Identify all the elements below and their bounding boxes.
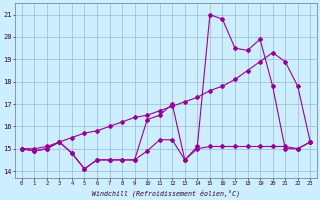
X-axis label: Windchill (Refroidissement éolien,°C): Windchill (Refroidissement éolien,°C) [92, 189, 240, 197]
